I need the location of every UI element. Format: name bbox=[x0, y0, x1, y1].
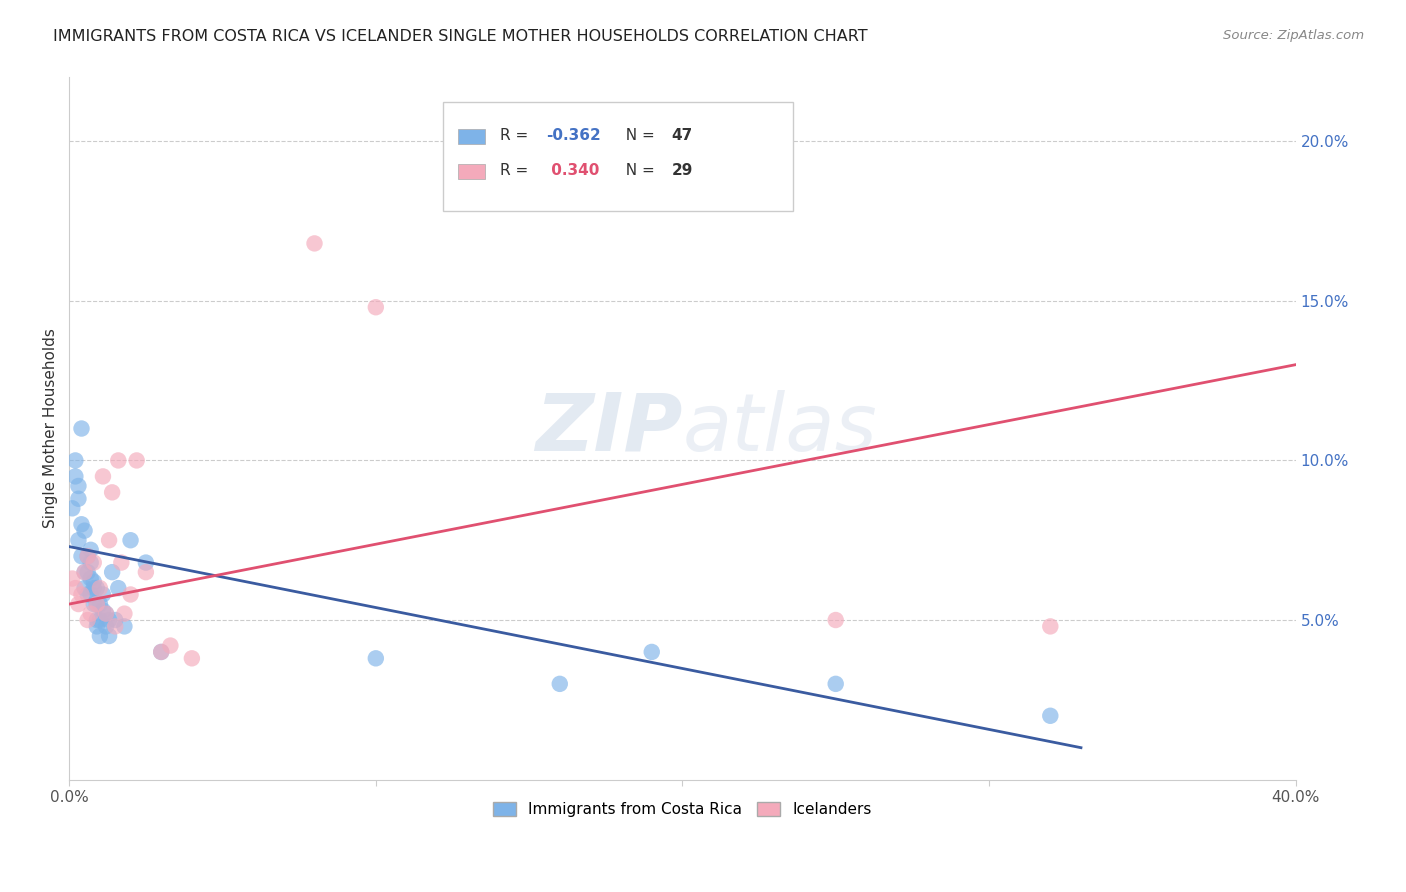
Point bbox=[180, 651, 202, 665]
Point bbox=[83, 581, 105, 595]
Point bbox=[101, 485, 124, 500]
Point bbox=[76, 613, 98, 627]
Text: N =: N = bbox=[616, 163, 659, 178]
Point bbox=[548, 677, 571, 691]
Point bbox=[73, 524, 96, 538]
Point bbox=[73, 565, 96, 579]
Point bbox=[83, 574, 105, 589]
Text: R =: R = bbox=[499, 128, 533, 144]
Y-axis label: Single Mother Households: Single Mother Households bbox=[44, 328, 58, 528]
Point bbox=[67, 491, 90, 506]
Point bbox=[89, 597, 111, 611]
Point bbox=[98, 613, 121, 627]
Point bbox=[86, 581, 108, 595]
Point bbox=[104, 613, 127, 627]
Text: N =: N = bbox=[616, 128, 659, 144]
Point bbox=[91, 469, 114, 483]
Point bbox=[112, 619, 135, 633]
Point bbox=[89, 613, 111, 627]
Point bbox=[80, 572, 103, 586]
Point bbox=[110, 556, 132, 570]
Point bbox=[73, 581, 96, 595]
Point bbox=[80, 607, 103, 621]
Text: atlas: atlas bbox=[682, 390, 877, 467]
Point bbox=[98, 629, 121, 643]
Point bbox=[83, 556, 105, 570]
Point bbox=[65, 453, 87, 467]
Point bbox=[73, 565, 96, 579]
Point bbox=[135, 556, 157, 570]
Text: Source: ZipAtlas.com: Source: ZipAtlas.com bbox=[1223, 29, 1364, 42]
Point bbox=[641, 645, 664, 659]
Point bbox=[70, 421, 93, 435]
Point bbox=[65, 469, 87, 483]
Point bbox=[67, 597, 90, 611]
Point bbox=[70, 549, 93, 564]
Legend: Immigrants from Costa Rica, Icelanders: Immigrants from Costa Rica, Icelanders bbox=[485, 794, 880, 824]
Point bbox=[89, 629, 111, 643]
Text: ZIP: ZIP bbox=[536, 390, 682, 467]
Point bbox=[104, 619, 127, 633]
Point bbox=[120, 533, 142, 548]
FancyBboxPatch shape bbox=[458, 128, 485, 145]
Text: 29: 29 bbox=[672, 163, 693, 178]
FancyBboxPatch shape bbox=[458, 164, 485, 179]
Point bbox=[89, 581, 111, 595]
Text: IMMIGRANTS FROM COSTA RICA VS ICELANDER SINGLE MOTHER HOUSEHOLDS CORRELATION CHA: IMMIGRANTS FROM COSTA RICA VS ICELANDER … bbox=[53, 29, 868, 44]
Point bbox=[112, 607, 135, 621]
Point bbox=[824, 677, 846, 691]
Point bbox=[1039, 619, 1062, 633]
Point bbox=[80, 542, 103, 557]
Point bbox=[94, 607, 117, 621]
Point bbox=[86, 597, 108, 611]
Point bbox=[86, 619, 108, 633]
Point bbox=[80, 556, 103, 570]
Point bbox=[91, 603, 114, 617]
Point bbox=[107, 453, 129, 467]
Point bbox=[91, 587, 114, 601]
Point bbox=[80, 587, 103, 601]
Point bbox=[60, 572, 83, 586]
Point bbox=[364, 300, 387, 314]
Point bbox=[60, 501, 83, 516]
Point bbox=[94, 619, 117, 633]
Point bbox=[70, 517, 93, 532]
Text: 47: 47 bbox=[672, 128, 693, 144]
Point bbox=[67, 479, 90, 493]
Text: R =: R = bbox=[499, 163, 533, 178]
Point bbox=[65, 581, 87, 595]
Point bbox=[107, 581, 129, 595]
Point bbox=[76, 565, 98, 579]
Point bbox=[1039, 708, 1062, 723]
Text: 0.340: 0.340 bbox=[547, 163, 599, 178]
Point bbox=[304, 236, 326, 251]
Point bbox=[70, 587, 93, 601]
Point bbox=[125, 453, 148, 467]
Point bbox=[135, 565, 157, 579]
Point bbox=[150, 645, 173, 659]
Point bbox=[83, 597, 105, 611]
Point bbox=[94, 607, 117, 621]
Point bbox=[101, 565, 124, 579]
Point bbox=[86, 597, 108, 611]
FancyBboxPatch shape bbox=[443, 102, 793, 211]
Point bbox=[364, 651, 387, 665]
Point bbox=[67, 533, 90, 548]
Point bbox=[150, 645, 173, 659]
Point bbox=[824, 613, 846, 627]
Point bbox=[98, 533, 121, 548]
Text: -0.362: -0.362 bbox=[547, 128, 600, 144]
Point bbox=[76, 549, 98, 564]
Point bbox=[76, 549, 98, 564]
Point bbox=[76, 587, 98, 601]
Point bbox=[159, 639, 181, 653]
Point bbox=[120, 587, 142, 601]
Point bbox=[86, 613, 108, 627]
